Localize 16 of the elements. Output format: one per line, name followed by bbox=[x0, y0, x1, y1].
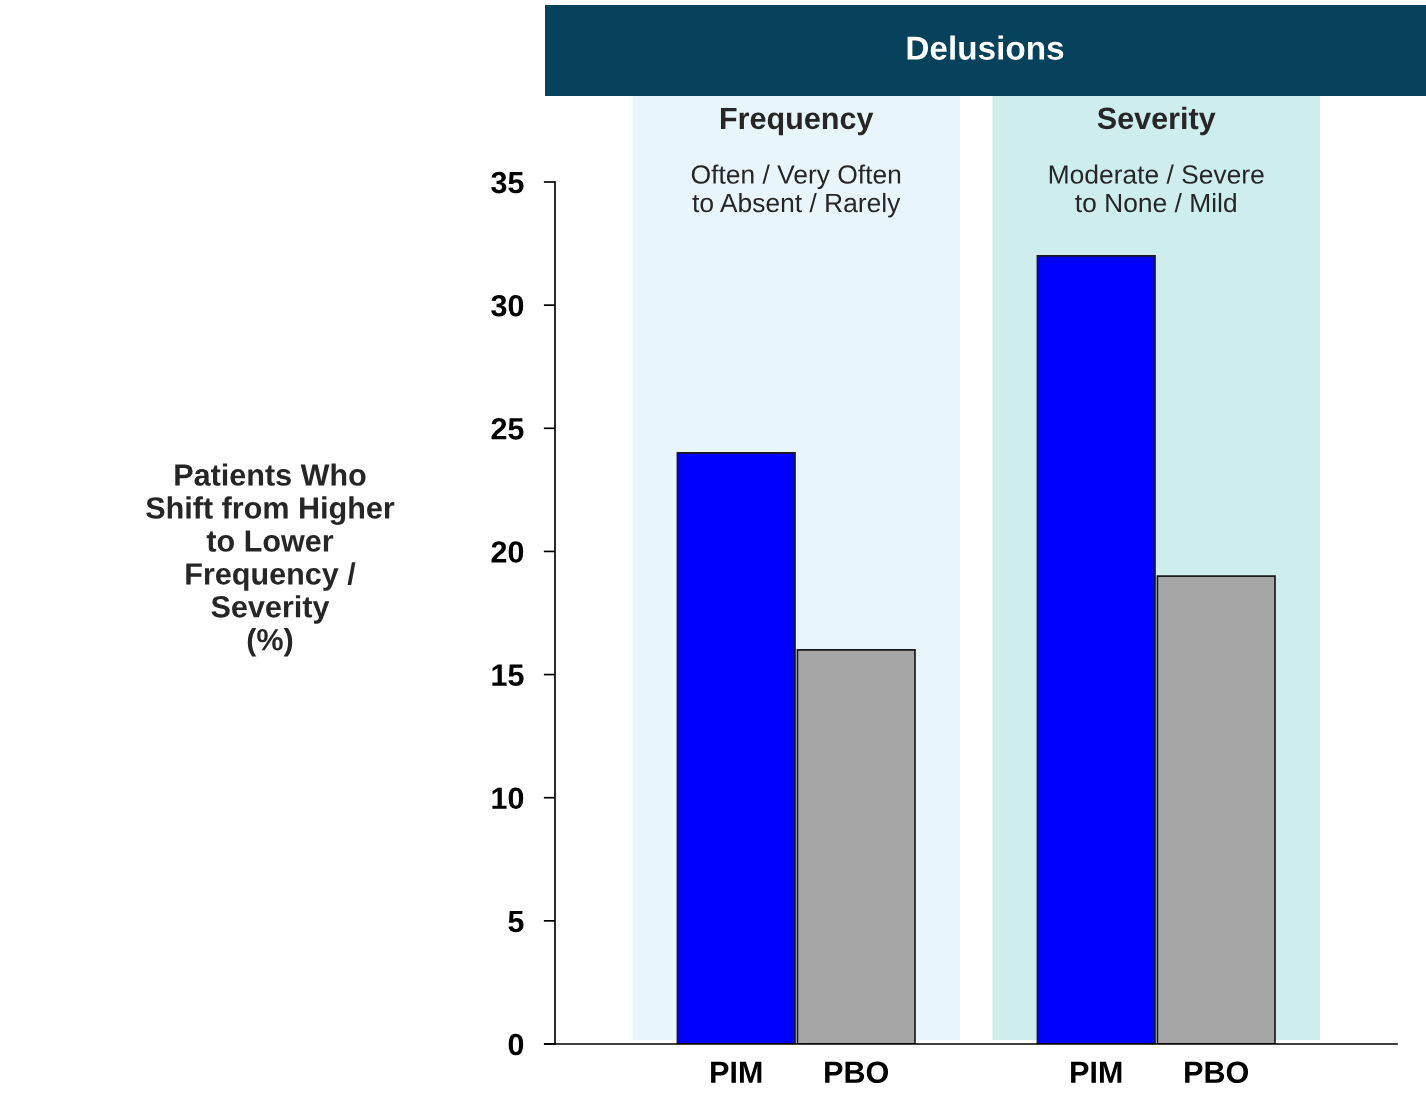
x-tick-label: PIM bbox=[1071, 1061, 1122, 1083]
y-tick-label: 10 bbox=[492, 787, 524, 810]
x-tick-label: PIM bbox=[711, 1061, 762, 1083]
y-axis-title: Patients Who Shift from Higher to Lower Frequency / Severity (%) bbox=[146, 463, 395, 657]
y-tick-label: 5 bbox=[508, 910, 524, 933]
annotation: Severity Moderate / Severe to None / Mild bbox=[1049, 106, 1264, 213]
y-tick-label: 35 bbox=[491, 171, 524, 194]
y-tick-label: 20 bbox=[491, 541, 524, 563]
x-tick-label: PBO bbox=[825, 1061, 889, 1084]
y-tick-label: 15 bbox=[492, 664, 524, 686]
y-tick-label: 30 bbox=[491, 294, 524, 317]
y-tick-label: 25 bbox=[491, 418, 524, 440]
y-tick-label: 0 bbox=[508, 1033, 524, 1056]
chart-title: Delusions bbox=[907, 35, 1064, 60]
annotation: Frequency Often / Very Often to Absent / Rarely bbox=[691, 107, 901, 218]
x-tick-label: PBO bbox=[1185, 1061, 1249, 1084]
